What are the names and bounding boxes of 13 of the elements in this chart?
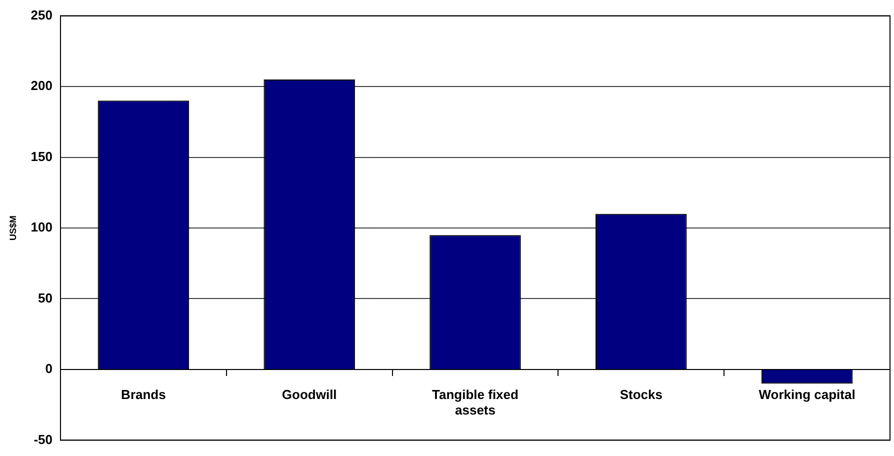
x-tick-label: Stocks [620,386,662,402]
y-tick-label: 150 [30,148,52,164]
x-tick-label: Tangible fixed assets [432,386,519,418]
y-axis-title: US$M [8,215,18,241]
y-tick-label: 200 [30,78,52,94]
y-tick-label: -50 [34,432,52,447]
y-tick-label: 50 [38,290,52,306]
x-tick-label: Brands [121,386,166,402]
y-tick-label: 250 [30,7,52,22]
x-tick-label: Goodwill [282,386,337,402]
x-tick-label: Working capital [758,386,856,402]
y-tick-label: 100 [30,220,52,235]
y-tick-label: 0 [45,361,52,376]
